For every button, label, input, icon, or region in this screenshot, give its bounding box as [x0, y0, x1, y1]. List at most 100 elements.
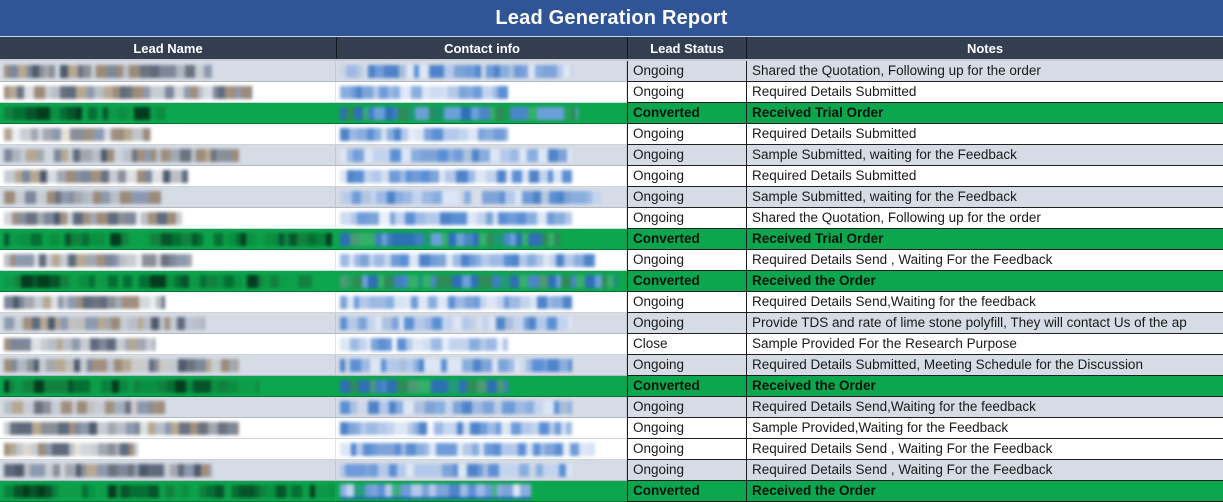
redacted-lead-name — [4, 485, 335, 498]
lead-status-cell[interactable]: Ongoing — [627, 439, 746, 460]
contact-info-cell[interactable] — [336, 397, 627, 418]
lead-status-cell[interactable]: Converted — [627, 229, 746, 250]
contact-info-cell[interactable] — [336, 355, 627, 376]
contact-info-cell[interactable] — [336, 166, 627, 187]
redacted-contact-info — [340, 275, 616, 288]
notes-cell[interactable]: Sample Submitted, waiting for the Feedba… — [746, 187, 1223, 208]
lead-name-cell[interactable] — [0, 103, 336, 124]
lead-name-cell[interactable] — [0, 145, 336, 166]
lead-status-cell[interactable]: Ongoing — [627, 397, 746, 418]
lead-name-cell[interactable] — [0, 313, 336, 334]
notes-cell[interactable]: Required Details Send , Waiting For the … — [746, 460, 1223, 481]
contact-info-cell[interactable] — [336, 376, 627, 397]
notes-cell[interactable]: Received the Order — [746, 481, 1223, 502]
contact-info-cell[interactable] — [336, 292, 627, 313]
lead-status-cell[interactable]: Ongoing — [627, 124, 746, 145]
lead-name-cell[interactable] — [0, 124, 336, 145]
notes-cell[interactable]: Sample Submitted, waiting for the Feedba… — [746, 145, 1223, 166]
contact-info-cell[interactable] — [336, 187, 627, 208]
notes-cell[interactable]: Required Details Submitted — [746, 82, 1223, 103]
lead-status-cell[interactable]: Ongoing — [627, 250, 746, 271]
redacted-contact-info — [340, 233, 561, 246]
notes-cell[interactable]: Required Details Send,Waiting for the fe… — [746, 397, 1223, 418]
notes-cell[interactable]: Required Details Submitted — [746, 124, 1223, 145]
redacted-contact-info — [340, 149, 572, 162]
report-title[interactable]: Lead Generation Report — [0, 0, 1223, 37]
column-header-contact-info[interactable]: Contact info — [336, 37, 627, 59]
lead-status-cell[interactable]: Ongoing — [627, 460, 746, 481]
table-row: Converted Received Trial Order — [0, 103, 1223, 124]
lead-name-cell[interactable] — [0, 229, 336, 250]
contact-info-cell[interactable] — [336, 208, 627, 229]
notes-cell[interactable]: Required Details Send,Waiting for the fe… — [746, 292, 1223, 313]
contact-info-cell[interactable] — [336, 481, 627, 502]
column-header-lead-status[interactable]: Lead Status — [627, 37, 746, 59]
contact-info-cell[interactable] — [336, 82, 627, 103]
lead-name-cell[interactable] — [0, 187, 336, 208]
lead-status-cell[interactable]: Ongoing — [627, 166, 746, 187]
contact-info-cell[interactable] — [336, 439, 627, 460]
contact-info-cell[interactable] — [336, 103, 627, 124]
redacted-lead-name — [4, 359, 239, 372]
lead-status-cell[interactable]: Ongoing — [627, 292, 746, 313]
lead-status-cell[interactable]: Close — [627, 334, 746, 355]
lead-status-cell[interactable]: Converted — [627, 271, 746, 292]
lead-name-cell[interactable] — [0, 397, 336, 418]
lead-name-cell[interactable] — [0, 460, 336, 481]
contact-info-cell[interactable] — [336, 124, 627, 145]
redacted-contact-info — [340, 464, 572, 477]
lead-name-cell[interactable] — [0, 166, 336, 187]
contact-info-cell[interactable] — [336, 418, 627, 439]
contact-info-cell[interactable] — [336, 334, 627, 355]
lead-name-cell[interactable] — [0, 355, 336, 376]
notes-cell[interactable]: Provide TDS and rate of lime stone polyf… — [746, 313, 1223, 334]
lead-name-cell[interactable] — [0, 61, 336, 82]
lead-name-cell[interactable] — [0, 376, 336, 397]
notes-cell[interactable]: Sample Provided,Waiting for the Feedback — [746, 418, 1223, 439]
notes-cell[interactable]: Required Details Send , Waiting For the … — [746, 250, 1223, 271]
notes-cell[interactable]: Sample Provided For the Research Purpose — [746, 334, 1223, 355]
column-header-lead-name[interactable]: Lead Name — [133, 40, 203, 56]
notes-cell[interactable]: Required Details Submitted — [746, 166, 1223, 187]
lead-name-cell[interactable] — [0, 271, 336, 292]
lead-status-cell[interactable]: Ongoing — [627, 313, 746, 334]
column-header-notes[interactable]: Notes — [746, 37, 1223, 59]
lead-name-cell[interactable] — [0, 82, 336, 103]
notes-cell[interactable]: Required Details Submitted, Meeting Sche… — [746, 355, 1223, 376]
lead-status-cell[interactable]: Converted — [627, 103, 746, 124]
notes-cell[interactable]: Shared the Quotation, Following up for t… — [746, 208, 1223, 229]
notes-cell[interactable]: Received Trial Order — [746, 103, 1223, 124]
lead-status-cell[interactable]: Converted — [627, 376, 746, 397]
lead-name-cell[interactable] — [0, 418, 336, 439]
lead-status-cell[interactable]: Ongoing — [627, 418, 746, 439]
table-row: Ongoing Required Details Send,Waiting for… — [0, 292, 1223, 313]
lead-status-cell[interactable]: Ongoing — [627, 355, 746, 376]
notes-cell[interactable]: Received the Order — [746, 376, 1223, 397]
lead-name-cell[interactable] — [0, 439, 336, 460]
redacted-contact-info — [340, 443, 596, 456]
contact-info-cell[interactable] — [336, 313, 627, 334]
contact-info-cell[interactable] — [336, 460, 627, 481]
notes-cell[interactable]: Required Details Send , Waiting For the … — [746, 439, 1223, 460]
contact-info-cell[interactable] — [336, 229, 627, 250]
lead-name-cell[interactable] — [0, 481, 336, 502]
lead-status-cell[interactable]: Ongoing — [627, 187, 746, 208]
lead-status-cell[interactable]: Ongoing — [627, 61, 746, 82]
lead-status-cell[interactable]: Converted — [627, 481, 746, 502]
lead-name-cell[interactable] — [0, 250, 336, 271]
lead-name-cell[interactable] — [0, 208, 336, 229]
contact-info-cell[interactable] — [336, 250, 627, 271]
redacted-lead-name — [4, 380, 259, 393]
lead-name-cell[interactable] — [0, 292, 336, 313]
lead-name-cell[interactable] — [0, 334, 336, 355]
lead-status-cell[interactable]: Ongoing — [627, 82, 746, 103]
notes-cell[interactable]: Shared the Quotation, Following up for t… — [746, 61, 1223, 82]
contact-info-cell[interactable] — [336, 61, 627, 82]
notes-cell[interactable]: Received Trial Order — [746, 229, 1223, 250]
contact-info-cell[interactable] — [336, 271, 627, 292]
lead-status-cell[interactable]: Ongoing — [627, 208, 746, 229]
notes-cell[interactable]: Received the Order — [746, 271, 1223, 292]
contact-info-cell[interactable] — [336, 145, 627, 166]
lead-status-cell[interactable]: Ongoing — [627, 145, 746, 166]
